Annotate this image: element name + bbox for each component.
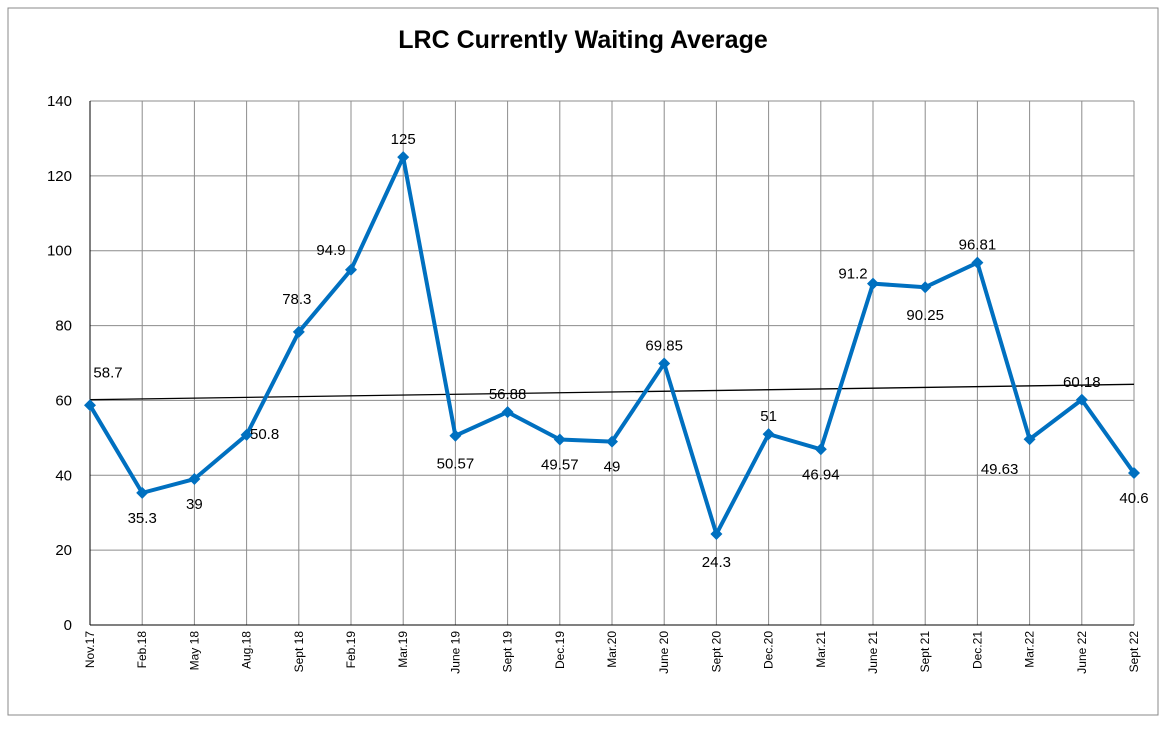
data-label: 60.18	[1063, 374, 1101, 391]
x-tick-label: Mar.22	[1023, 631, 1037, 668]
x-tick-label: Mar.20	[605, 631, 619, 668]
y-tick-label: 140	[47, 93, 72, 110]
x-tick-label: June 20	[657, 631, 671, 674]
marker	[240, 428, 253, 441]
marker	[606, 435, 618, 448]
marker	[710, 528, 723, 541]
data-label: 49.63	[981, 461, 1019, 478]
x-tick-label: Dec.19	[553, 631, 567, 669]
x-tick-label: Feb.18	[135, 631, 149, 669]
data-label: 39	[186, 496, 203, 513]
x-tick-label: Dec.20	[762, 631, 776, 669]
chart-title: LRC Currently Waiting Average	[398, 26, 768, 54]
data-label: 49.57	[541, 456, 579, 473]
data-label: 51	[760, 408, 777, 425]
marker	[814, 443, 827, 456]
marker	[449, 429, 462, 442]
y-tick-label: 20	[55, 542, 72, 559]
data-label: 58.7	[93, 364, 122, 381]
data-label: 50.57	[437, 456, 475, 473]
y-tick-label: 100	[47, 243, 72, 260]
marker	[1128, 467, 1140, 480]
marker	[188, 473, 201, 486]
x-tick-label: Aug.18	[240, 631, 254, 669]
marker	[658, 357, 671, 370]
x-tick-label: Sept 20	[709, 631, 723, 673]
x-tick-label: Sept 18	[292, 631, 306, 673]
data-label: 49	[604, 459, 621, 476]
data-label: 24.3	[702, 554, 731, 571]
y-tick-label: 80	[55, 318, 72, 335]
x-tick-label: Mar.21	[814, 631, 828, 668]
marker	[553, 433, 566, 446]
x-tick-label: Sept 22	[1127, 631, 1141, 673]
data-label: 46.94	[802, 466, 840, 483]
x-tick-label: Mar.19	[396, 631, 410, 668]
data-label: 91.2	[838, 266, 867, 283]
data-label: 35.3	[128, 510, 157, 527]
x-tick-label: June 19	[448, 631, 462, 674]
marker	[1023, 433, 1036, 446]
chart-border	[7, 7, 1159, 716]
data-label: 125	[391, 131, 416, 148]
marker	[1075, 393, 1088, 406]
y-tick-label: 40	[55, 467, 72, 484]
y-tick-label: 0	[64, 617, 72, 634]
x-tick-label: Nov.17	[83, 631, 97, 668]
marker	[84, 399, 96, 412]
x-tick-label: Dec.21	[970, 631, 984, 669]
data-label: 50.8	[250, 426, 279, 443]
x-tick-label: June 22	[1075, 631, 1089, 674]
data-label: 94.9	[316, 242, 345, 259]
marker	[292, 325, 305, 338]
x-tick-label: June 21	[866, 631, 880, 674]
marker	[501, 406, 514, 419]
marker	[919, 281, 932, 294]
data-label: 56.88	[489, 386, 527, 403]
y-tick-label: 120	[47, 168, 72, 185]
data-label: 90.25	[906, 307, 944, 324]
marker	[397, 151, 410, 164]
x-tick-label: Sept 21	[918, 631, 932, 673]
marker	[867, 277, 879, 290]
y-tick-label: 60	[55, 392, 72, 409]
marker	[345, 263, 357, 276]
data-label: 96.81	[959, 237, 997, 254]
marker	[762, 428, 775, 441]
x-tick-label: May 18	[187, 631, 201, 671]
x-tick-label: Sept 19	[501, 631, 515, 673]
data-label: 40.6	[1119, 490, 1148, 507]
marker	[136, 486, 149, 499]
data-label: 69.85	[645, 338, 683, 355]
x-tick-label: Feb.19	[344, 631, 358, 669]
data-label: 78.3	[282, 291, 311, 308]
marker	[971, 256, 984, 269]
